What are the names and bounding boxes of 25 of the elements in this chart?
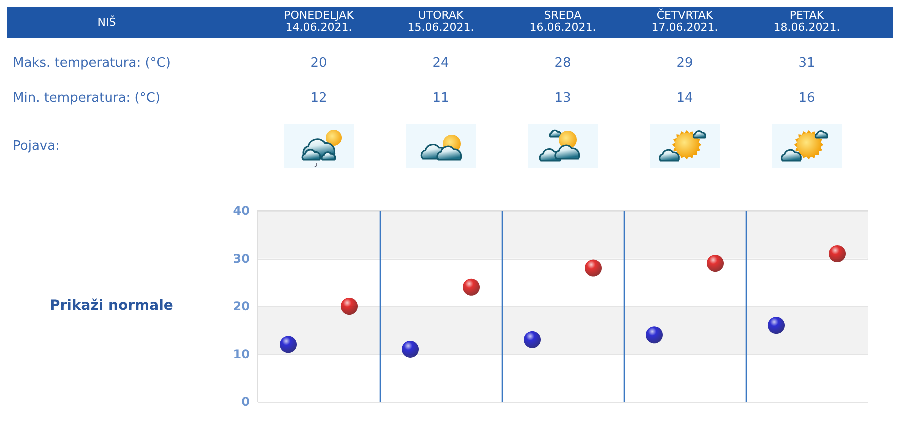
text: PETAK 18.06.2021. <box>772 9 842 34</box>
data-label: 16 <box>798 90 816 108</box>
data-label: 13 <box>554 90 572 108</box>
text: NIŠ <box>96 14 118 31</box>
data-label: 24 <box>432 55 450 73</box>
y-tick-label: 0 <box>242 395 250 409</box>
data-label: 12 <box>310 90 328 108</box>
y-tick-label: 40 <box>233 204 250 218</box>
text: Pojava: <box>13 138 60 156</box>
y-tick-label: 20 <box>233 300 250 314</box>
data-label: 29 <box>676 55 694 73</box>
data-label: 28 <box>554 55 572 73</box>
data-label: 20 <box>310 55 328 73</box>
data-label: 31 <box>798 55 816 73</box>
text: SREDA 16.06.2021. <box>528 9 598 34</box>
data-label: 11 <box>432 90 450 108</box>
text: ČETVRTAK 17.06.2021. <box>650 9 720 34</box>
text: Min. temperatura: (°C) <box>13 90 161 108</box>
y-tick-label: 10 <box>233 347 250 362</box>
data-label: 14 <box>676 90 694 108</box>
text: UTORAK 15.06.2021. <box>406 9 476 34</box>
text: PONEDELJAK 14.06.2021. <box>283 9 355 34</box>
text: Prikaži normale <box>50 297 174 315</box>
y-tick-label: 30 <box>233 252 250 266</box>
text: Maks. temperatura: (°C) <box>13 55 171 73</box>
